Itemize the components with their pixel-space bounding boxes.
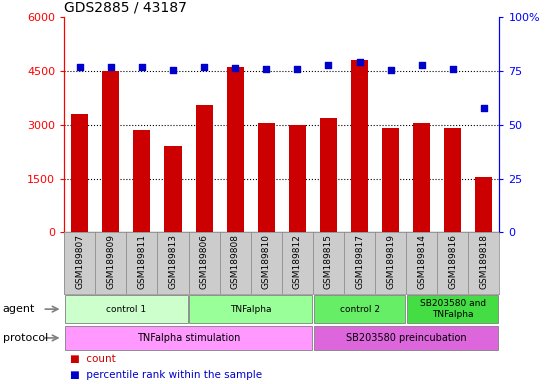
Bar: [165, 146, 181, 232]
Point: [137, 64, 146, 70]
Point: [75, 64, 84, 70]
Bar: [190, 295, 312, 323]
Text: control 2: control 2: [339, 305, 379, 314]
Text: SB203580 preincubation: SB203580 preincubation: [346, 333, 466, 343]
Bar: [382, 128, 399, 232]
Text: GSM189816: GSM189816: [448, 234, 457, 289]
Text: GSM189808: GSM189808: [230, 234, 239, 289]
Bar: [475, 177, 492, 232]
Text: ■  percentile rank within the sample: ■ percentile rank within the sample: [70, 369, 262, 380]
Text: GSM189812: GSM189812: [293, 234, 302, 289]
Text: TNFalpha stimulation: TNFalpha stimulation: [137, 333, 240, 343]
Point: [230, 65, 239, 71]
Bar: [351, 60, 368, 232]
Point: [169, 67, 177, 73]
Point: [479, 104, 488, 111]
Text: GSM189815: GSM189815: [324, 234, 333, 289]
Text: GSM189817: GSM189817: [355, 234, 364, 289]
Bar: [413, 123, 430, 232]
Text: GSM189807: GSM189807: [75, 234, 84, 289]
Bar: [407, 295, 498, 323]
Bar: [314, 326, 498, 350]
Text: GSM189819: GSM189819: [386, 234, 395, 289]
Text: GSM189818: GSM189818: [479, 234, 488, 289]
Text: SB203580 and
TNFalpha: SB203580 and TNFalpha: [420, 300, 486, 319]
Text: GSM189811: GSM189811: [137, 234, 146, 289]
Bar: [320, 118, 337, 232]
Bar: [65, 295, 187, 323]
Text: GSM189806: GSM189806: [200, 234, 209, 289]
Point: [355, 60, 364, 66]
Text: agent: agent: [3, 304, 35, 314]
Bar: [289, 125, 306, 232]
Bar: [65, 326, 312, 350]
Bar: [444, 128, 461, 232]
Text: TNFalpha: TNFalpha: [230, 305, 271, 314]
Bar: [314, 295, 405, 323]
Text: GSM189813: GSM189813: [169, 234, 177, 289]
Text: GSM189809: GSM189809: [107, 234, 116, 289]
Point: [293, 66, 302, 72]
Point: [448, 66, 457, 72]
Text: protocol: protocol: [3, 333, 48, 343]
Text: ■  count: ■ count: [70, 354, 116, 364]
Bar: [227, 68, 244, 232]
Bar: [71, 114, 88, 232]
Bar: [133, 130, 151, 232]
Bar: [258, 123, 275, 232]
Text: GDS2885 / 43187: GDS2885 / 43187: [64, 1, 187, 15]
Point: [107, 64, 116, 70]
Bar: [195, 105, 213, 232]
Point: [324, 61, 333, 68]
Point: [262, 66, 271, 72]
Bar: [102, 71, 119, 232]
Text: GSM189814: GSM189814: [417, 234, 426, 289]
Point: [386, 67, 395, 73]
Text: control 1: control 1: [106, 305, 146, 314]
Text: GSM189810: GSM189810: [262, 234, 271, 289]
Point: [200, 64, 209, 70]
Point: [417, 61, 426, 68]
